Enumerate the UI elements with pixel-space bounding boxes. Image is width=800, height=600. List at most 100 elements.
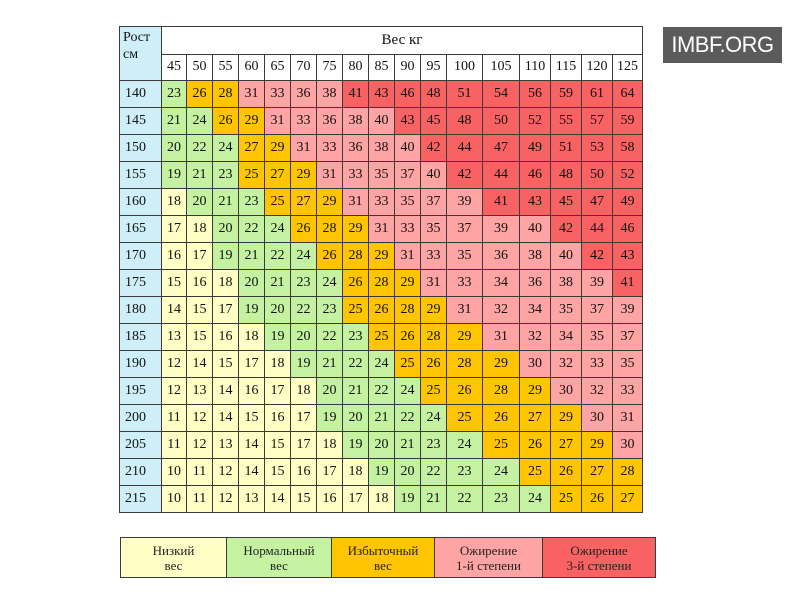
bmi-cell: 33 bbox=[342, 161, 369, 189]
bmi-cell: 22 bbox=[238, 215, 265, 243]
bmi-cell: 21 bbox=[161, 107, 187, 135]
bmi-cell: 48 bbox=[446, 107, 483, 135]
bmi-cell: 42 bbox=[550, 215, 582, 243]
weight-col-header: 45 bbox=[161, 53, 187, 82]
bmi-cell: 11 bbox=[161, 431, 187, 459]
weight-col-header: 75 bbox=[316, 53, 343, 82]
bmi-cell: 19 bbox=[316, 404, 343, 432]
weight-col-header: 110 bbox=[519, 53, 551, 82]
legend-item-title: Ожирение bbox=[459, 542, 518, 558]
bmi-cell: 17 bbox=[290, 431, 317, 459]
bmi-cell: 13 bbox=[161, 323, 187, 351]
bmi-cell: 36 bbox=[290, 80, 317, 108]
bmi-cell: 38 bbox=[550, 269, 582, 297]
bmi-cell: 46 bbox=[519, 161, 551, 189]
height-row-header: 150 bbox=[119, 134, 162, 162]
height-header: Рост см bbox=[119, 26, 162, 81]
bmi-cell: 17 bbox=[316, 458, 343, 486]
height-row-header: 170 bbox=[119, 242, 162, 270]
bmi-cell: 19 bbox=[212, 242, 239, 270]
legend-item: Низкий вес bbox=[120, 537, 227, 578]
bmi-cell: 29 bbox=[420, 296, 447, 324]
bmi-cell: 38 bbox=[316, 80, 343, 108]
bmi-cell: 13 bbox=[212, 431, 239, 459]
bmi-cell: 32 bbox=[519, 323, 551, 351]
bmi-cell: 17 bbox=[290, 404, 317, 432]
bmi-cell: 31 bbox=[368, 215, 395, 243]
bmi-cell: 20 bbox=[342, 404, 369, 432]
bmi-cell: 25 bbox=[342, 296, 369, 324]
bmi-cell: 41 bbox=[342, 80, 369, 108]
bmi-table: Рост см Вес кг 45 50 55 60 65 70 75 80 85 90 95 100… bbox=[119, 26, 643, 513]
legend-item-title: Избыточный bbox=[347, 542, 419, 558]
bmi-cell: 42 bbox=[420, 134, 447, 162]
bmi-cell: 17 bbox=[161, 215, 187, 243]
bmi-cell: 42 bbox=[446, 161, 483, 189]
bmi-cell: 25 bbox=[446, 404, 483, 432]
table-row: 200 11 12 14 15 16 17 19 20 21 22 24 25 26 27 29 30 31 bbox=[119, 404, 643, 432]
bmi-cell: 33 bbox=[581, 350, 613, 378]
bmi-cell: 15 bbox=[161, 269, 187, 297]
bmi-cell: 29 bbox=[238, 107, 265, 135]
bmi-cell: 14 bbox=[238, 431, 265, 459]
bmi-cell: 12 bbox=[161, 377, 187, 405]
bmi-cell: 21 bbox=[342, 377, 369, 405]
bmi-cell: 25 bbox=[368, 323, 395, 351]
bmi-cell: 33 bbox=[368, 188, 395, 216]
height-row-header: 200 bbox=[119, 404, 162, 432]
weight-col-header: 65 bbox=[264, 53, 291, 82]
bmi-cell: 29 bbox=[290, 161, 317, 189]
bmi-cell: 19 bbox=[161, 161, 187, 189]
bmi-cell: 14 bbox=[264, 485, 291, 513]
bmi-cell: 34 bbox=[550, 323, 582, 351]
bmi-cell: 45 bbox=[420, 107, 447, 135]
bmi-cell: 50 bbox=[482, 107, 520, 135]
legend-item-title: Низкий bbox=[152, 542, 195, 558]
weight-col-header: 55 bbox=[212, 53, 239, 82]
table-row: 150 20 22 24 27 29 31 33 36 38 40 42 44 47 49 51 53 58 bbox=[119, 134, 643, 162]
bmi-cell: 22 bbox=[186, 134, 213, 162]
bmi-cell: 31 bbox=[394, 242, 421, 270]
bmi-cell: 40 bbox=[368, 107, 395, 135]
bmi-cell: 12 bbox=[186, 431, 213, 459]
weight-col-header: 120 bbox=[581, 53, 613, 82]
bmi-cell: 23 bbox=[420, 431, 447, 459]
bmi-cell: 20 bbox=[316, 377, 343, 405]
bmi-cell: 25 bbox=[550, 485, 582, 513]
bmi-cell: 53 bbox=[581, 134, 613, 162]
bmi-cell: 26 bbox=[212, 107, 239, 135]
bmi-cell: 24 bbox=[368, 350, 395, 378]
bmi-cell: 22 bbox=[420, 458, 447, 486]
bmi-cell: 47 bbox=[482, 134, 520, 162]
bmi-cell: 23 bbox=[316, 296, 343, 324]
bmi-cell: 35 bbox=[394, 188, 421, 216]
bmi-cell: 33 bbox=[446, 269, 483, 297]
bmi-cell: 39 bbox=[612, 296, 643, 324]
bmi-cell: 11 bbox=[186, 485, 213, 513]
bmi-cell: 36 bbox=[519, 269, 551, 297]
bmi-cell: 31 bbox=[342, 188, 369, 216]
bmi-cell: 14 bbox=[161, 296, 187, 324]
bmi-cell: 22 bbox=[342, 350, 369, 378]
height-row-header: 185 bbox=[119, 323, 162, 351]
bmi-cell: 35 bbox=[368, 161, 395, 189]
weight-col-header: 70 bbox=[290, 53, 317, 82]
bmi-cell: 22 bbox=[264, 242, 291, 270]
table-row: 210 10 11 12 14 15 16 17 18 19 20 22 23 24 25 26 27 28 bbox=[119, 458, 643, 486]
bmi-cell: 22 bbox=[394, 404, 421, 432]
bmi-cell: 20 bbox=[212, 215, 239, 243]
bmi-cell: 28 bbox=[342, 242, 369, 270]
bmi-cell: 18 bbox=[238, 323, 265, 351]
table-row: 140 23 26 28 31 33 36 38 41 43 46 48 51 54 56 59 61 64 bbox=[119, 80, 643, 108]
bmi-cell: 32 bbox=[482, 296, 520, 324]
bmi-cell: 31 bbox=[420, 269, 447, 297]
bmi-cell: 19 bbox=[264, 323, 291, 351]
bmi-cell: 52 bbox=[519, 107, 551, 135]
bmi-cell: 20 bbox=[368, 431, 395, 459]
bmi-cell: 37 bbox=[446, 215, 483, 243]
bmi-cell: 34 bbox=[482, 269, 520, 297]
bmi-cell: 21 bbox=[420, 485, 447, 513]
bmi-cell: 43 bbox=[519, 188, 551, 216]
weight-col-header: 50 bbox=[186, 53, 213, 82]
table-row: 145 21 24 26 29 31 33 36 38 40 43 45 48 50 52 55 57 59 bbox=[119, 107, 643, 135]
